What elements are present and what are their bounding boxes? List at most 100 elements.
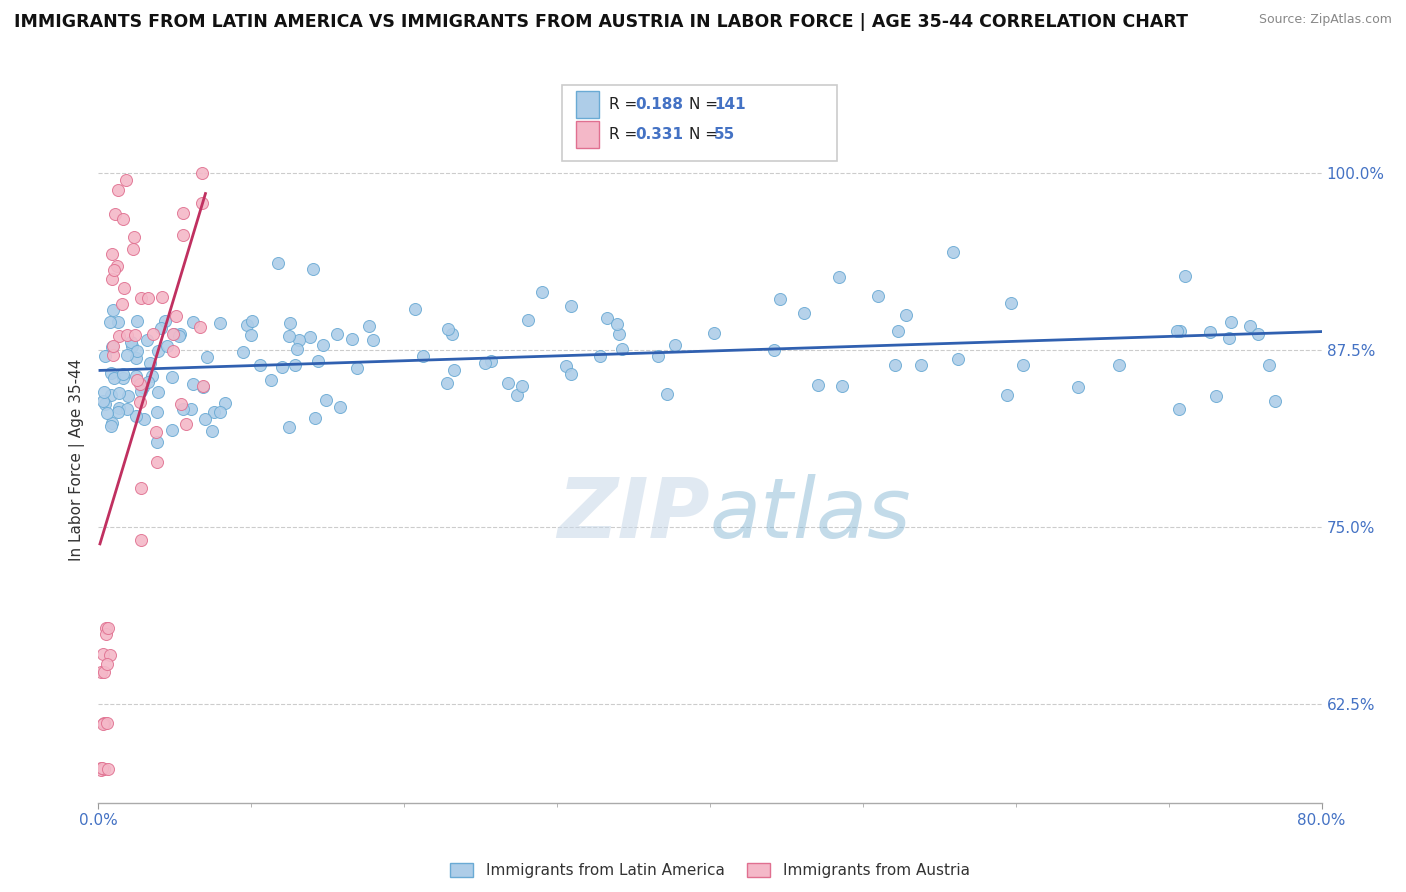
Point	[326, 327, 349, 342]
Point	[101, 302, 124, 317]
Point	[595, 310, 617, 325]
Legend: Immigrants from Latin America, Immigrants from Austria: Immigrants from Latin America, Immigrant…	[444, 857, 976, 885]
Point	[498, 376, 520, 390]
Point	[156, 339, 179, 353]
Point	[142, 326, 165, 341]
Point	[100, 419, 122, 434]
Point	[129, 533, 152, 547]
Point	[703, 326, 725, 341]
Point	[91, 716, 114, 731]
Point	[101, 247, 124, 261]
Point	[793, 305, 815, 319]
Point	[828, 270, 851, 285]
Point	[103, 348, 125, 362]
Point	[103, 370, 125, 384]
Text: R =: R =	[609, 97, 643, 112]
Point	[91, 647, 114, 661]
Point	[647, 349, 669, 363]
Point	[1264, 393, 1286, 408]
Text: 55: 55	[714, 128, 735, 142]
Point	[329, 400, 352, 414]
Point	[201, 424, 224, 438]
Point	[769, 292, 792, 306]
Point	[125, 369, 148, 384]
Point	[249, 358, 271, 372]
Point	[1205, 389, 1227, 403]
Point	[136, 333, 159, 347]
Point	[132, 411, 155, 425]
Point	[100, 387, 122, 401]
Point	[112, 371, 135, 385]
Point	[117, 389, 139, 403]
Text: 141: 141	[714, 97, 745, 112]
Point	[1168, 324, 1191, 338]
Point	[1199, 325, 1222, 339]
Point	[146, 344, 169, 359]
Point	[180, 401, 202, 416]
Point	[443, 362, 465, 376]
Point	[120, 335, 142, 350]
Point	[1067, 380, 1090, 394]
Point	[101, 416, 124, 430]
Point	[181, 376, 204, 391]
Point	[129, 395, 152, 409]
Point	[129, 291, 152, 305]
Point	[239, 328, 262, 343]
Point	[363, 333, 385, 347]
Point	[166, 309, 188, 323]
Point	[111, 297, 134, 311]
Point	[176, 417, 198, 431]
Point	[96, 657, 118, 672]
Point	[202, 404, 225, 418]
Point	[437, 322, 460, 336]
Point	[129, 384, 152, 398]
Point	[948, 352, 970, 367]
Point	[267, 256, 290, 270]
Point	[169, 326, 191, 341]
Point	[283, 358, 305, 372]
Point	[108, 329, 131, 343]
Point	[108, 401, 131, 415]
Point	[103, 339, 125, 353]
Point	[193, 379, 215, 393]
Point	[115, 327, 138, 342]
Point	[278, 329, 301, 343]
Point	[107, 405, 129, 419]
Point	[311, 338, 333, 352]
Point	[896, 308, 918, 322]
Text: 0.188: 0.188	[636, 97, 683, 112]
Y-axis label: In Labor Force | Age 35-44: In Labor Force | Age 35-44	[69, 359, 86, 560]
Point	[104, 207, 127, 221]
Point	[1174, 268, 1197, 283]
Point	[214, 396, 236, 410]
Point	[103, 263, 125, 277]
Text: R =: R =	[609, 128, 643, 142]
Point	[90, 665, 112, 680]
Point	[664, 337, 686, 351]
Point	[560, 367, 582, 381]
Point	[240, 314, 263, 328]
Point	[191, 196, 214, 211]
Point	[195, 350, 218, 364]
Point	[125, 314, 148, 328]
Point	[340, 332, 363, 346]
Point	[125, 351, 148, 365]
Point	[172, 206, 194, 220]
Point	[97, 621, 120, 635]
Point	[531, 285, 554, 299]
Point	[111, 212, 134, 227]
Point	[278, 316, 301, 330]
Point	[1247, 327, 1270, 342]
Point	[887, 324, 910, 338]
Point	[149, 320, 172, 334]
Point	[152, 289, 174, 303]
Point	[115, 348, 138, 362]
Point	[1168, 401, 1191, 416]
Point	[101, 340, 124, 354]
Point	[90, 761, 112, 775]
Point	[93, 665, 115, 679]
Point	[172, 228, 194, 243]
Text: N =: N =	[689, 97, 723, 112]
Point	[357, 318, 380, 333]
Point	[90, 763, 112, 777]
